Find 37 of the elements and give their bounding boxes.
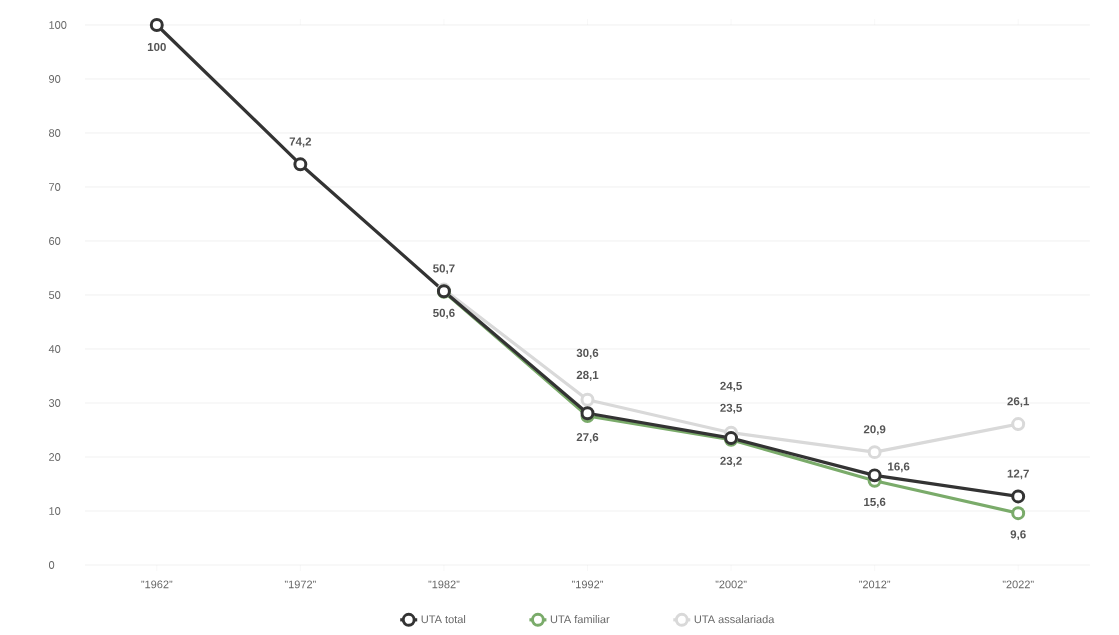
y-tick-label: 80 xyxy=(49,129,61,137)
data-label: 9,6 xyxy=(1010,530,1026,541)
legend-label: UTA total xyxy=(421,615,466,624)
legend-label: UTA assalariada xyxy=(694,615,775,624)
y-tick-label: 30 xyxy=(48,399,61,407)
data-label: 16,6 xyxy=(888,462,910,473)
x-tick-label: ”2022” xyxy=(1002,580,1034,589)
x-tick-label: ”1962” xyxy=(141,580,173,589)
y-tick-label: 90 xyxy=(49,75,61,83)
legend-label: UTA familiar xyxy=(550,615,610,624)
data-label: 23,5 xyxy=(720,403,742,414)
y-tick-label: 100 xyxy=(49,21,67,29)
data-label: 12,7 xyxy=(1007,469,1029,480)
y-tick-label: 0 xyxy=(48,561,55,569)
y-tick-label: 10 xyxy=(49,507,61,515)
x-tick-label: ”2002” xyxy=(715,580,747,589)
y-tick-label: 50 xyxy=(48,291,61,299)
data-label: 74,2 xyxy=(289,137,312,148)
data-label: 15,6 xyxy=(864,497,886,508)
y-tick-label: 70 xyxy=(49,183,61,191)
data-label: 50,7 xyxy=(433,264,455,275)
data-label: 24,5 xyxy=(720,381,742,392)
x-tick-label: ”1992” xyxy=(572,580,603,589)
x-tick-label: ”1982” xyxy=(428,580,460,589)
data-label: 20,9 xyxy=(863,425,886,436)
data-label: 28,1 xyxy=(576,370,599,381)
y-tick-label: 40 xyxy=(48,345,61,353)
x-tick-label: ”1972” xyxy=(284,580,316,589)
data-label: 30,6 xyxy=(576,348,599,359)
data-label: 100 xyxy=(147,42,166,52)
y-tick-label: 60 xyxy=(49,237,61,245)
data-label: 26,1 xyxy=(1007,397,1030,407)
data-label: 27,6 xyxy=(576,433,599,443)
data-label: 50,6 xyxy=(433,308,455,319)
y-tick-label: 20 xyxy=(49,453,61,461)
x-tick-label: ”2012” xyxy=(859,580,891,589)
data-label: 23,2 xyxy=(720,456,742,467)
